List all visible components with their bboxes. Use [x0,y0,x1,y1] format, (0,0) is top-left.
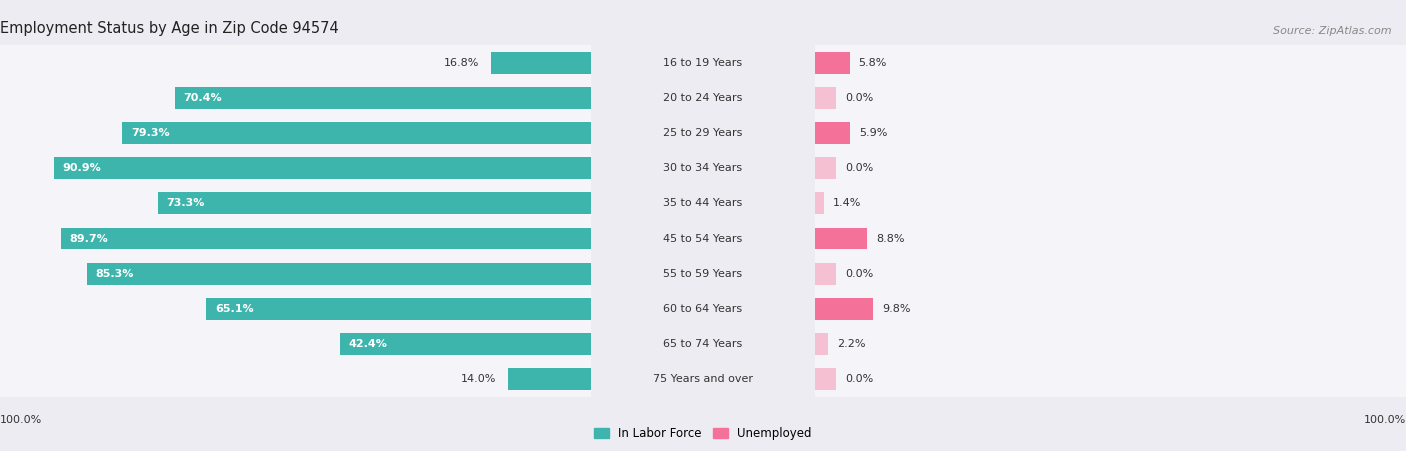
Text: 55 to 59 Years: 55 to 59 Years [664,269,742,279]
Text: 65.1%: 65.1% [215,304,253,314]
Text: 8.8%: 8.8% [876,234,905,244]
Text: 20 to 24 Years: 20 to 24 Years [664,93,742,103]
Bar [786,80,1406,115]
Bar [815,298,873,320]
Text: 42.4%: 42.4% [349,339,388,349]
Bar [815,333,828,355]
Bar [815,263,837,285]
Bar [53,157,591,179]
Bar [786,362,1406,397]
Text: 5.8%: 5.8% [859,58,887,68]
Bar [786,327,1406,362]
Bar [0,151,620,186]
Bar [0,362,620,397]
Bar [0,115,620,151]
Bar [815,228,868,249]
Bar [491,52,591,74]
Text: 5.9%: 5.9% [859,128,887,138]
Bar [815,157,837,179]
Text: 0.0%: 0.0% [845,93,873,103]
Text: Source: ZipAtlas.com: Source: ZipAtlas.com [1274,26,1392,36]
Text: 9.8%: 9.8% [882,304,911,314]
Text: 25 to 29 Years: 25 to 29 Years [664,128,742,138]
Bar [786,186,1406,221]
Bar [786,151,1406,186]
Text: 14.0%: 14.0% [461,374,496,384]
Text: 90.9%: 90.9% [63,163,101,173]
Text: 16 to 19 Years: 16 to 19 Years [664,58,742,68]
Text: 0.0%: 0.0% [845,163,873,173]
Legend: In Labor Force, Unemployed: In Labor Force, Unemployed [589,423,817,445]
Bar [815,193,824,214]
Bar [207,298,591,320]
Text: 70.4%: 70.4% [184,93,222,103]
Bar [0,80,620,115]
Bar [786,291,1406,327]
Text: 100.0%: 100.0% [0,415,42,425]
Bar [122,122,591,144]
Text: 16.8%: 16.8% [444,58,479,68]
Bar [0,221,620,256]
Text: 30 to 34 Years: 30 to 34 Years [664,163,742,173]
Text: 79.3%: 79.3% [131,128,170,138]
Text: 75 Years and over: 75 Years and over [652,374,754,384]
Bar [815,87,837,109]
Bar [0,256,620,291]
Text: 45 to 54 Years: 45 to 54 Years [664,234,742,244]
Bar [815,368,837,390]
Bar [0,291,620,327]
Bar [157,193,591,214]
Bar [508,368,591,390]
Bar [60,228,591,249]
Text: 0.0%: 0.0% [845,374,873,384]
Bar [786,115,1406,151]
Text: 2.2%: 2.2% [838,339,866,349]
Text: Employment Status by Age in Zip Code 94574: Employment Status by Age in Zip Code 945… [0,21,339,36]
Text: 100.0%: 100.0% [1364,415,1406,425]
Bar [786,45,1406,80]
Text: 0.0%: 0.0% [845,269,873,279]
Bar [815,52,849,74]
Bar [87,263,591,285]
Bar [174,87,591,109]
Text: 1.4%: 1.4% [832,198,860,208]
Bar [786,221,1406,256]
Bar [340,333,591,355]
Text: 85.3%: 85.3% [96,269,134,279]
Bar [786,256,1406,291]
Text: 60 to 64 Years: 60 to 64 Years [664,304,742,314]
Bar [0,186,620,221]
Text: 73.3%: 73.3% [166,198,205,208]
Text: 65 to 74 Years: 65 to 74 Years [664,339,742,349]
Bar [0,327,620,362]
Text: 35 to 44 Years: 35 to 44 Years [664,198,742,208]
Bar [0,45,620,80]
Bar [815,122,851,144]
Text: 89.7%: 89.7% [70,234,108,244]
